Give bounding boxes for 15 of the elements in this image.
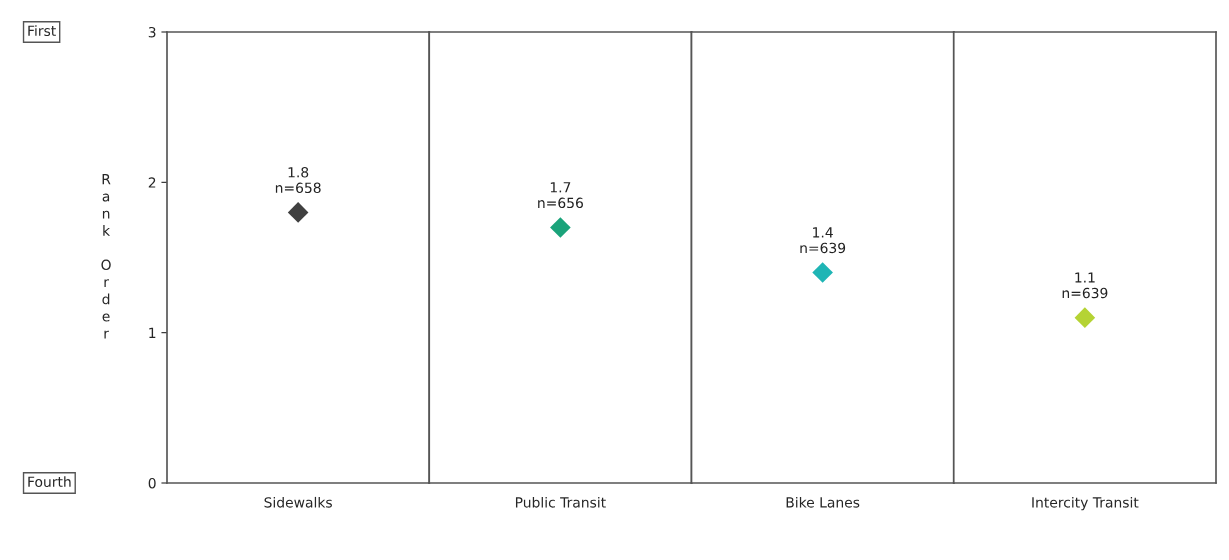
y-tick-label: 3 [148, 26, 156, 38]
x-tick-label: Public Transit [515, 496, 606, 508]
data-label: 1.4 n=639 [800, 227, 846, 254]
y-tick-label: 2 [148, 177, 156, 188]
data-label: 1.7 n=656 [538, 182, 583, 209]
x-tick-label: Intercity Transit [1032, 496, 1139, 511]
text: Fourth [28, 476, 71, 488]
data-label: 1.8 n=658 [275, 166, 321, 194]
text: Rank Order [101, 174, 111, 339]
y-tick-label: 1 [149, 327, 156, 338]
x-tick-label: Bike Lanes [786, 496, 860, 508]
y-tick-label: 0 [148, 477, 156, 489]
text: First [28, 25, 56, 37]
x-tick-label: Sidewalks [264, 496, 332, 508]
data-label: 1.1 n=639 [1062, 272, 1108, 299]
